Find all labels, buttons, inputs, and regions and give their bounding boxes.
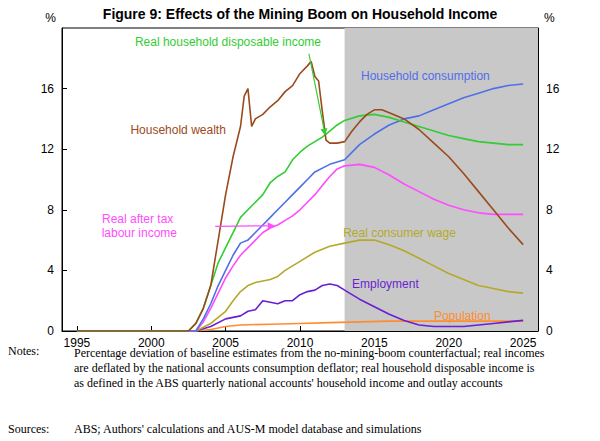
svg-text:0: 0 bbox=[47, 324, 54, 338]
svg-text:4: 4 bbox=[47, 263, 54, 277]
svg-text:1995: 1995 bbox=[64, 336, 91, 350]
svg-text:2000: 2000 bbox=[138, 336, 165, 350]
svg-text:16: 16 bbox=[546, 82, 560, 96]
svg-text:Notes:: Notes: bbox=[8, 344, 39, 358]
svg-text:are deflated by the national a: are deflated by the national accounts co… bbox=[74, 361, 538, 375]
svg-text:Percentage deviation of baseli: Percentage deviation of baseline estimat… bbox=[74, 345, 548, 360]
svg-text:Figure 9: Effects of the Minin: Figure 9: Effects of the Mining Boom on … bbox=[103, 6, 498, 22]
svg-text:16: 16 bbox=[41, 82, 55, 96]
svg-text:Real household disposable inco: Real household disposable income bbox=[135, 35, 321, 49]
svg-text:Household wealth: Household wealth bbox=[130, 123, 225, 137]
svg-text:Population: Population bbox=[434, 309, 491, 323]
svg-text:as defined in the ABS quarterl: as defined in the ABS quarterly national… bbox=[74, 376, 503, 390]
svg-text:4: 4 bbox=[546, 263, 553, 277]
svg-text:8: 8 bbox=[546, 203, 553, 217]
svg-text:12: 12 bbox=[546, 142, 560, 156]
svg-text:12: 12 bbox=[41, 142, 55, 156]
svg-text:2005: 2005 bbox=[212, 336, 239, 350]
svg-text:%: % bbox=[45, 11, 56, 25]
svg-text:labour income: labour income bbox=[102, 226, 178, 240]
svg-text:%: % bbox=[544, 11, 555, 25]
svg-text:2015: 2015 bbox=[361, 336, 388, 350]
svg-text:Real consumer wage: Real consumer wage bbox=[343, 226, 456, 240]
svg-text:Real after tax: Real after tax bbox=[102, 212, 177, 226]
svg-text:2025: 2025 bbox=[510, 336, 537, 350]
svg-text:Sources:: Sources: bbox=[8, 422, 49, 436]
svg-text:Household consumption: Household consumption bbox=[361, 69, 490, 83]
svg-text:2010: 2010 bbox=[287, 336, 314, 350]
svg-text:2020: 2020 bbox=[435, 336, 462, 350]
svg-text:8: 8 bbox=[47, 203, 54, 217]
svg-text:ABS; Authors' calculations and: ABS; Authors' calculations and AUS-M mod… bbox=[74, 422, 422, 436]
svg-text:0: 0 bbox=[546, 324, 553, 338]
svg-text:Employment: Employment bbox=[352, 277, 419, 291]
